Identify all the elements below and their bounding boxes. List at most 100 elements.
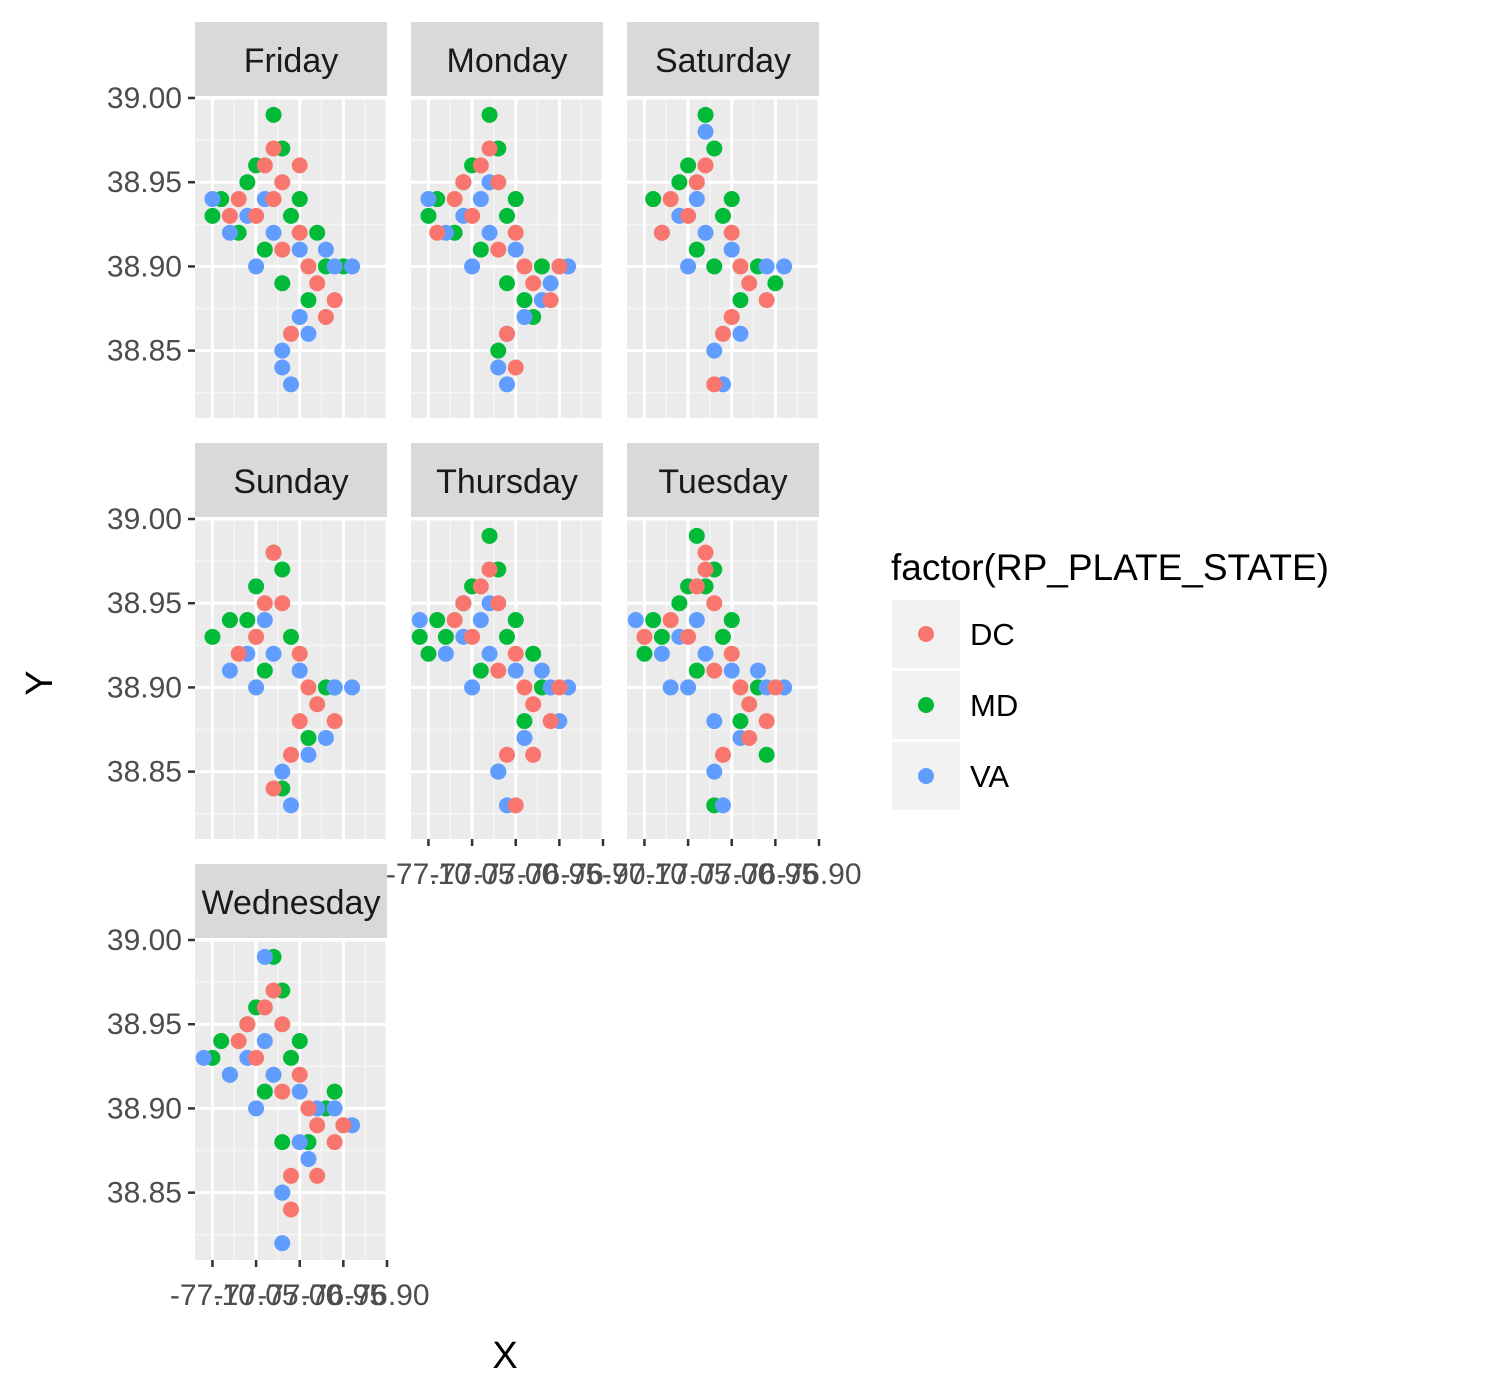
data-point-dc	[429, 224, 446, 241]
data-point-dc	[723, 645, 740, 662]
data-point-va	[437, 645, 454, 662]
data-point-dc	[490, 662, 507, 679]
y-tick-label: 39.00	[107, 503, 182, 536]
data-point-va	[516, 308, 533, 325]
data-point-va	[420, 191, 437, 208]
data-point-dc	[283, 1201, 299, 1218]
data-point-dc	[767, 679, 784, 696]
data-point-md	[516, 713, 533, 730]
data-point-dc	[256, 999, 273, 1016]
data-point-dc	[525, 275, 542, 292]
data-point-dc	[274, 595, 291, 612]
data-point-dc	[256, 157, 273, 174]
data-point-va	[274, 1184, 291, 1201]
data-point-dc	[326, 1134, 343, 1151]
legend: factor(RP_PLATE_STATE) DC MD VA	[891, 547, 1329, 810]
legend-key-point-dc	[918, 626, 934, 642]
data-point-dc	[507, 797, 524, 814]
data-point-dc	[446, 612, 463, 629]
data-point-va	[706, 713, 723, 730]
data-point-md	[481, 527, 498, 544]
data-point-dc	[662, 191, 679, 208]
data-point-dc	[732, 258, 749, 275]
data-point-va	[723, 662, 740, 679]
data-point-va	[706, 763, 723, 780]
data-point-dc	[230, 191, 247, 208]
data-point-dc	[335, 1117, 352, 1134]
data-point-va	[291, 1134, 308, 1151]
data-point-va	[344, 679, 361, 696]
data-point-dc	[248, 207, 265, 224]
data-point-va	[758, 258, 775, 275]
data-point-va	[507, 241, 524, 258]
data-point-dc	[481, 561, 498, 578]
facet-strip	[195, 864, 387, 938]
data-point-dc	[490, 595, 507, 612]
x-tick-label: -77.10	[386, 858, 471, 891]
data-point-md	[715, 207, 731, 224]
data-point-md	[688, 241, 705, 258]
data-point-dc	[309, 275, 326, 292]
legend-label-md: MD	[970, 688, 1018, 723]
data-point-md	[300, 729, 317, 746]
data-point-va	[248, 258, 265, 275]
x-axis-title: X	[492, 1335, 517, 1377]
data-point-dc	[317, 308, 334, 325]
data-point-dc	[455, 174, 472, 191]
data-point-va	[481, 224, 498, 241]
facet-panel-friday: Friday 38.85 38.90 38.95 39.00	[107, 22, 389, 418]
x-tick-label: -77.10	[602, 858, 687, 891]
data-point-md	[274, 275, 291, 292]
data-point-dc	[706, 595, 723, 612]
data-point-md	[525, 645, 542, 662]
data-point-va	[221, 224, 238, 241]
x-tick-label: -77.00	[257, 1279, 342, 1312]
facet-strip	[195, 443, 387, 517]
data-point-dc	[499, 325, 515, 342]
y-tick-label: 38.95	[107, 587, 182, 620]
data-point-md	[533, 258, 550, 275]
data-point-md	[723, 191, 740, 208]
legend-label-va: VA	[970, 759, 1009, 794]
data-point-dc	[697, 157, 714, 174]
data-point-md	[472, 241, 489, 258]
facet-strip-label: Sunday	[233, 463, 348, 501]
data-point-va	[688, 191, 705, 208]
data-point-dc	[542, 292, 559, 309]
data-point-va	[680, 258, 697, 275]
x-tick-label: -76.90	[344, 1279, 429, 1312]
data-point-va	[715, 797, 731, 814]
data-point-md	[706, 140, 723, 157]
data-point-md	[256, 662, 273, 679]
data-point-dc	[507, 359, 524, 376]
data-point-dc	[680, 207, 697, 224]
facet-strip	[411, 443, 603, 517]
data-point-va	[248, 679, 265, 696]
facet-panel-sunday: Sunday 38.85 38.90 38.95 39.00	[107, 443, 389, 839]
data-point-va	[326, 1100, 343, 1117]
y-tick-label: 39.00	[107, 924, 182, 957]
data-point-va	[221, 1066, 238, 1083]
panel-background	[627, 98, 819, 418]
data-point-dc	[464, 628, 481, 645]
data-point-dc	[274, 241, 291, 258]
data-point-md	[213, 1033, 230, 1050]
data-point-dc	[758, 292, 775, 309]
data-point-md	[411, 628, 428, 645]
data-point-md	[680, 157, 697, 174]
data-point-dc	[248, 628, 265, 645]
data-point-va	[697, 224, 714, 241]
data-point-md	[326, 1083, 343, 1100]
data-point-va	[221, 662, 238, 679]
panel-background	[195, 98, 387, 418]
data-point-dc	[300, 1100, 317, 1117]
data-point-va	[204, 191, 221, 208]
data-point-md	[481, 106, 498, 123]
x-tick-label: -77.05	[646, 858, 731, 891]
data-point-md	[274, 561, 291, 578]
y-tick-label: 38.90	[107, 1092, 182, 1125]
data-point-md	[645, 612, 662, 629]
data-point-dc	[551, 679, 568, 696]
panel-background	[627, 519, 819, 839]
